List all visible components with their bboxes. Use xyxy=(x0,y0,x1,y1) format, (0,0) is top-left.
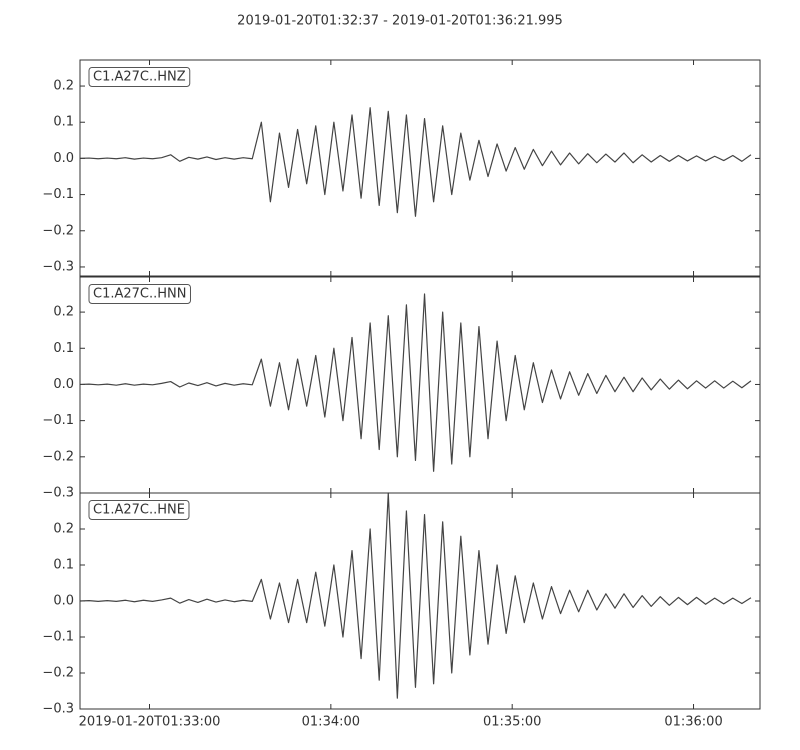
y-tick-label: −0.3 xyxy=(42,259,74,274)
y-tick-label: 0.1 xyxy=(53,341,74,356)
trace-label-box xyxy=(88,284,191,304)
y-tick-label: −0.1 xyxy=(42,413,74,428)
trace-label-box xyxy=(88,500,190,520)
panel-frame xyxy=(79,59,761,277)
x-tick-label: 2019-01-20T01:33:00 xyxy=(79,715,221,730)
waveform xyxy=(79,293,752,472)
x-tick-label: 01:34:00 xyxy=(302,715,360,730)
y-tick-label: 0.1 xyxy=(53,115,74,130)
waveform xyxy=(79,107,752,217)
trace-label: C1.A27C..HNN xyxy=(93,287,186,302)
y-tick-label: 0.1 xyxy=(53,558,74,573)
y-tick-label: −0.2 xyxy=(42,449,74,464)
chart-title: 2019-01-20T01:32:37 - 2019-01-20T01:36:2… xyxy=(237,14,563,29)
y-tick-label: 0.0 xyxy=(53,377,74,392)
y-tick-label: −0.1 xyxy=(42,187,74,202)
y-tick-label: −0.3 xyxy=(42,702,74,717)
y-tick-label: 0.0 xyxy=(53,151,74,166)
y-tick-label: 0.2 xyxy=(53,305,74,320)
y-tick-label: −0.3 xyxy=(42,486,74,501)
trace-label: C1.A27C..HNE xyxy=(93,503,185,518)
y-tick-label: −0.2 xyxy=(42,223,74,238)
y-tick-label: −0.1 xyxy=(42,630,74,645)
waveform xyxy=(79,492,752,699)
panel-frame xyxy=(79,492,761,710)
x-tick-label: 01:36:00 xyxy=(664,715,722,730)
y-tick-label: 0.2 xyxy=(53,79,74,94)
x-tick-label: 01:35:00 xyxy=(483,715,541,730)
trace-label: C1.A27C..HNZ xyxy=(93,70,186,85)
y-tick-label: −0.2 xyxy=(42,666,74,681)
y-tick-label: 0.2 xyxy=(53,522,74,537)
y-tick-label: 0.0 xyxy=(53,594,74,609)
trace-label-box xyxy=(88,67,191,87)
